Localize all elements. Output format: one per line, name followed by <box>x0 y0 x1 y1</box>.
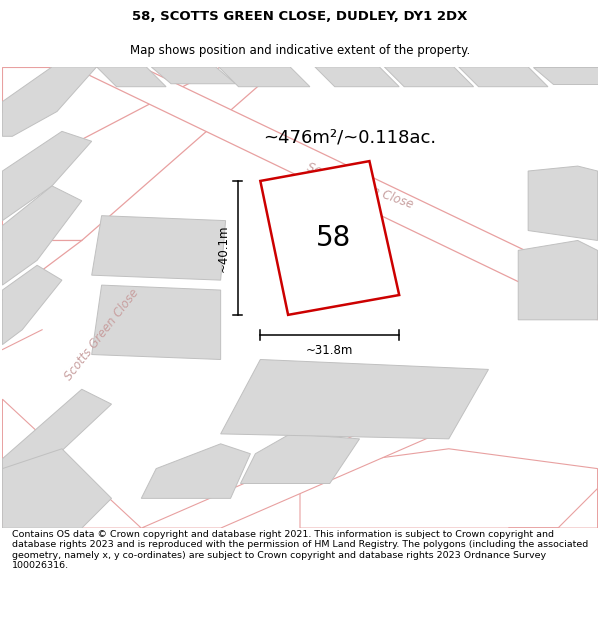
Text: ~31.8m: ~31.8m <box>306 344 353 357</box>
Polygon shape <box>533 67 598 84</box>
Text: ~40.1m: ~40.1m <box>217 224 230 272</box>
Polygon shape <box>72 67 598 320</box>
Text: Contains OS data © Crown copyright and database right 2021. This information is : Contains OS data © Crown copyright and d… <box>12 530 588 570</box>
Polygon shape <box>141 444 250 498</box>
Polygon shape <box>2 389 112 479</box>
Polygon shape <box>241 434 359 484</box>
Text: Scotts Green Close: Scotts Green Close <box>62 286 141 383</box>
Polygon shape <box>2 186 82 285</box>
Polygon shape <box>315 67 399 87</box>
Text: Scotts Green Close: Scotts Green Close <box>305 161 415 211</box>
Polygon shape <box>2 449 112 528</box>
Polygon shape <box>221 359 488 439</box>
Polygon shape <box>2 131 92 221</box>
Polygon shape <box>2 67 280 241</box>
Polygon shape <box>2 265 62 344</box>
Polygon shape <box>151 67 236 84</box>
Polygon shape <box>2 399 141 528</box>
Polygon shape <box>2 67 52 111</box>
Polygon shape <box>528 166 598 241</box>
Polygon shape <box>300 449 598 528</box>
Polygon shape <box>92 285 221 359</box>
Polygon shape <box>260 161 399 315</box>
Polygon shape <box>459 67 548 87</box>
Polygon shape <box>97 67 166 87</box>
Polygon shape <box>385 67 473 87</box>
Polygon shape <box>218 67 310 87</box>
Polygon shape <box>141 429 449 528</box>
Text: 58, SCOTTS GREEN CLOSE, DUDLEY, DY1 2DX: 58, SCOTTS GREEN CLOSE, DUDLEY, DY1 2DX <box>133 10 467 23</box>
Polygon shape <box>92 216 226 280</box>
Text: ~476m²/~0.118ac.: ~476m²/~0.118ac. <box>263 128 436 146</box>
Text: 58: 58 <box>316 224 352 253</box>
Polygon shape <box>518 241 598 320</box>
Polygon shape <box>508 489 598 528</box>
Text: Map shows position and indicative extent of the property.: Map shows position and indicative extent… <box>130 44 470 57</box>
Polygon shape <box>2 67 97 136</box>
